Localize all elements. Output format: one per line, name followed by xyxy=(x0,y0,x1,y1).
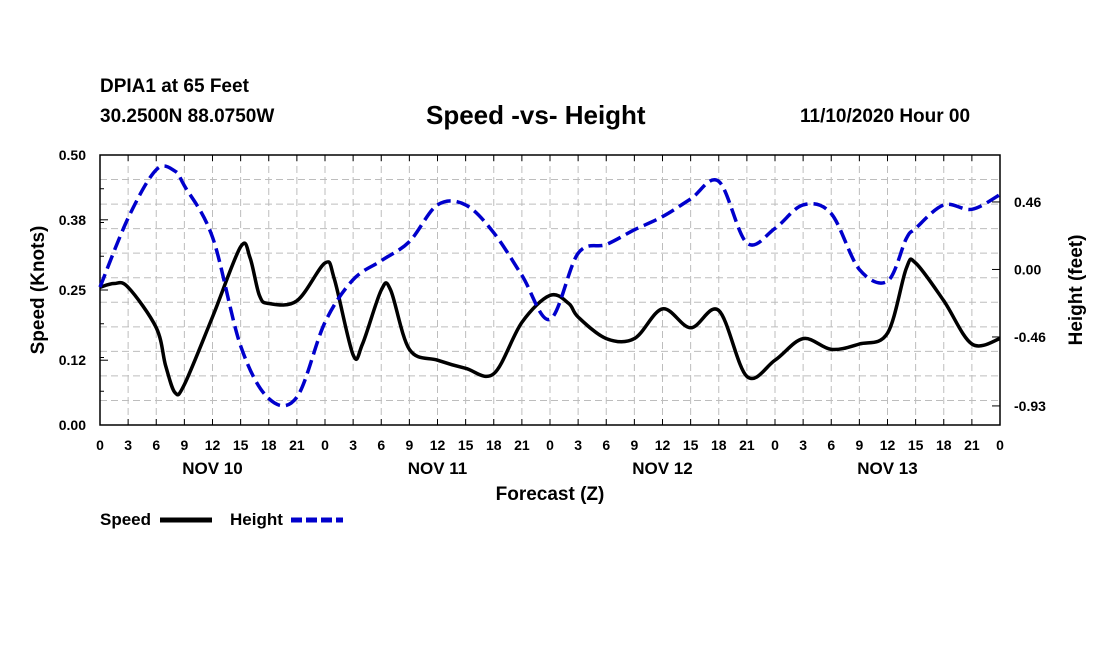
x-tick-label: 0 xyxy=(321,437,329,453)
x-tick-label: 18 xyxy=(261,437,277,453)
x-tick-label: 9 xyxy=(180,437,188,453)
x-tick-label: 15 xyxy=(908,437,924,453)
x-axis-title: Forecast (Z) xyxy=(496,484,605,505)
x-tick-label: 21 xyxy=(514,437,530,453)
x-tick-label: 3 xyxy=(574,437,582,453)
y2-tick-label: -0.93 xyxy=(1014,398,1046,414)
date-label: NOV 10 xyxy=(182,459,242,478)
series-line-height xyxy=(98,164,1001,408)
date-label: NOV 12 xyxy=(632,459,692,478)
x-tick-label: 6 xyxy=(152,437,160,453)
y-tick-label: 0.38 xyxy=(59,212,86,228)
x-tick-label: 3 xyxy=(124,437,132,453)
x-tick-label: 21 xyxy=(739,437,755,453)
series-line-speed xyxy=(99,241,1001,397)
date-label: NOV 11 xyxy=(408,459,468,478)
legend: Speed Height xyxy=(100,510,343,529)
x-tick-label: 12 xyxy=(655,437,671,453)
x-tick-label: 21 xyxy=(289,437,305,453)
y-tick-label: 0.00 xyxy=(59,417,86,433)
x-tick-label: 3 xyxy=(799,437,807,453)
legend-speed-label: Speed xyxy=(100,510,151,529)
x-tick-label: 6 xyxy=(377,437,385,453)
y-axis-title: Speed (Knots) xyxy=(28,226,49,355)
x-tick-label: 0 xyxy=(771,437,779,453)
x-tick-label: 0 xyxy=(996,437,1004,453)
station-name: DPIA1 at 65 Feet xyxy=(100,76,249,97)
series-layer xyxy=(98,164,1001,408)
x-tick-label: 21 xyxy=(964,437,980,453)
y2-axis-title: Height (feet) xyxy=(1066,235,1087,346)
y-tick-label: 0.50 xyxy=(59,147,86,163)
x-tick-label: 15 xyxy=(458,437,474,453)
y-tick-label: 0.12 xyxy=(59,352,86,368)
axis-labels: 0 3 6 9 12 15 18 21 0 3 6 9 12 15 18 21 0 3 6 9 12 15 18 21 0 3 6 9… xyxy=(59,147,1046,478)
x-tick-label: 3 xyxy=(349,437,357,453)
x-tick-label: 0 xyxy=(96,437,104,453)
x-tick-label: 12 xyxy=(205,437,221,453)
x-tick-label: 12 xyxy=(430,437,446,453)
x-tick-label: 6 xyxy=(602,437,610,453)
station-coordinates: 30.2500N 88.0750W xyxy=(100,106,275,127)
x-tick-label: 9 xyxy=(855,437,863,453)
x-tick-label: 6 xyxy=(827,437,835,453)
x-tick-label: 18 xyxy=(486,437,502,453)
x-tick-label: 18 xyxy=(936,437,952,453)
y2-tick-label: 0.46 xyxy=(1014,194,1041,210)
x-tick-label: 12 xyxy=(880,437,896,453)
x-tick-label: 15 xyxy=(233,437,249,453)
grid-lines xyxy=(100,155,1000,425)
legend-height-label: Height xyxy=(230,510,283,529)
chart-title: Speed -vs- Height xyxy=(426,100,646,130)
y2-tick-label: 0.00 xyxy=(1014,261,1041,277)
x-tick-label: 9 xyxy=(405,437,413,453)
x-tick-label: 15 xyxy=(683,437,699,453)
date-label: NOV 13 xyxy=(857,459,917,478)
x-tick-label: 0 xyxy=(546,437,554,453)
forecast-date: 11/10/2020 Hour 00 xyxy=(800,106,971,127)
x-tick-label: 18 xyxy=(711,437,727,453)
y2-tick-label: -0.46 xyxy=(1014,329,1046,345)
y-tick-label: 0.25 xyxy=(59,282,86,298)
axis-ticks xyxy=(99,154,1001,426)
x-tick-label: 9 xyxy=(630,437,638,453)
